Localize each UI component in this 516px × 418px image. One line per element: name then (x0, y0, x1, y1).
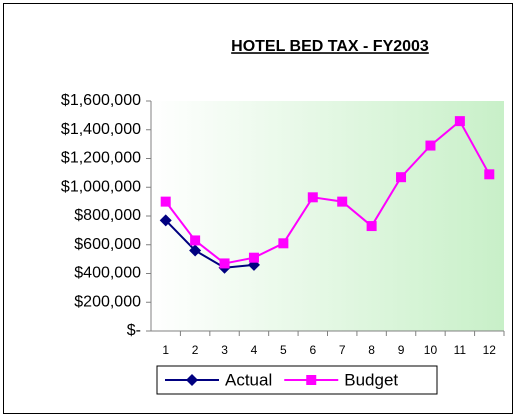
marker (248, 252, 259, 263)
x-tick-label: 11 (454, 343, 467, 357)
marker (159, 214, 172, 227)
x-tick-label: 7 (339, 343, 346, 357)
marker (337, 196, 348, 207)
chart-title: HOTEL BED TAX - FY2003 (231, 38, 429, 55)
x-tick-label: 8 (368, 343, 375, 357)
legend-label: Budget (344, 370, 398, 389)
marker (454, 116, 465, 127)
y-tick-label: $1,400,000 (61, 121, 141, 138)
legend-marker (306, 375, 317, 385)
x-tick-label: 12 (483, 343, 497, 357)
x-tick-label: 1 (162, 343, 169, 357)
x-tick-label: 9 (398, 343, 405, 357)
y-tick-label: $1,600,000 (61, 92, 141, 109)
x-tick-label: 5 (280, 343, 287, 357)
x-tick-label: 4 (251, 343, 258, 357)
marker (189, 244, 202, 257)
y-tick-label: $600,000 (74, 236, 141, 253)
y-tick-label: $1,200,000 (61, 150, 141, 167)
x-tick-label: 10 (424, 343, 438, 357)
plot-area (151, 101, 504, 331)
marker (278, 238, 289, 249)
series-line (164, 219, 255, 269)
x-tick-label: 3 (221, 343, 228, 357)
marker (307, 192, 318, 203)
marker (484, 169, 495, 180)
legend-label: Actual (225, 370, 272, 389)
legend-marker (186, 374, 198, 386)
y-tick-label: $200,000 (74, 293, 141, 310)
marker (190, 235, 201, 246)
marker (219, 258, 230, 269)
y-tick-label: $400,000 (74, 265, 141, 282)
marker (396, 172, 407, 183)
marker (366, 221, 377, 232)
marker (425, 140, 436, 151)
marker (160, 196, 171, 207)
x-tick-label: 2 (192, 343, 199, 357)
y-tick-label: $- (127, 322, 141, 339)
x-tick-label: 6 (309, 343, 316, 357)
y-tick-label: $800,000 (74, 207, 141, 224)
y-tick-label: $1,000,000 (61, 178, 141, 195)
